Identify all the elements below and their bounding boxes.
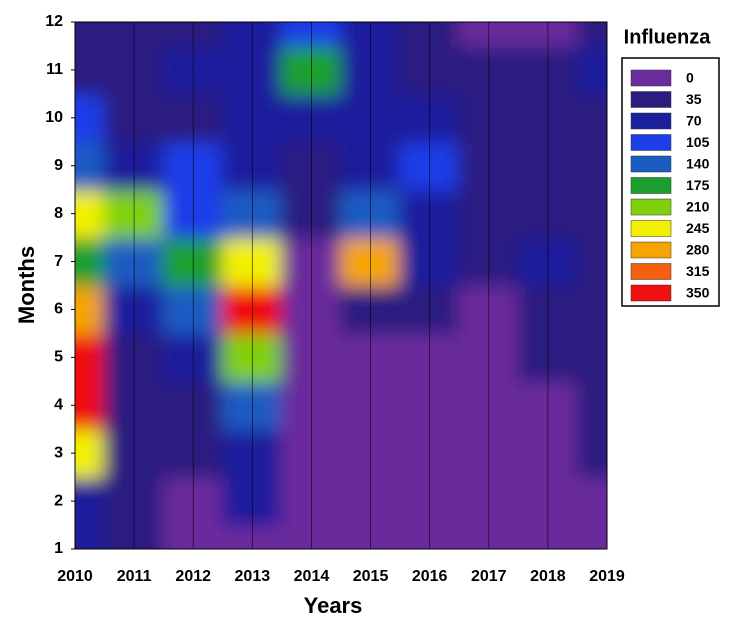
legend-label: 245 <box>686 220 710 236</box>
legend-swatch <box>630 241 672 259</box>
contour-cell <box>576 44 607 95</box>
x-tick-label: 2015 <box>353 568 389 585</box>
legend-swatch <box>630 220 672 237</box>
contour-cell <box>576 332 607 383</box>
legend-title: Influenza <box>624 26 712 48</box>
legend-swatch <box>630 69 672 87</box>
contour-cell <box>75 476 106 527</box>
legend-label: 315 <box>686 263 710 279</box>
x-tick-label: 2011 <box>117 568 152 585</box>
contour-cell <box>576 188 607 239</box>
y-tick-label: 6 <box>54 301 63 318</box>
contour-cell <box>75 236 106 287</box>
legend-label: 0 <box>686 70 694 86</box>
legend-swatch <box>630 134 672 151</box>
legend-swatch <box>630 198 672 216</box>
y-tick-label: 2 <box>54 492 63 509</box>
legend-label: 175 <box>686 177 710 193</box>
x-tick-label: 2014 <box>294 568 330 585</box>
contour-cell <box>75 44 106 95</box>
legend-label: 210 <box>686 199 710 215</box>
legend-label: 35 <box>686 91 702 107</box>
y-tick-label: 4 <box>54 396 63 413</box>
contour-cell <box>75 284 106 335</box>
contour-cell <box>576 524 607 549</box>
legend-label: 70 <box>686 113 702 129</box>
contour-field <box>75 22 607 549</box>
y-tick-label: 8 <box>54 205 63 222</box>
y-tick-label: 7 <box>54 253 63 270</box>
x-tick-label: 2013 <box>235 568 271 585</box>
x-tick-label: 2018 <box>530 568 566 585</box>
legend-swatch <box>630 263 672 280</box>
contour-cell <box>75 22 106 47</box>
legend-label: 350 <box>686 285 710 301</box>
y-axis-label: Months <box>14 246 39 324</box>
contour-cell <box>576 476 607 527</box>
legend-label: 280 <box>686 242 710 258</box>
contour-cell <box>75 188 106 239</box>
contour-cell <box>576 22 607 47</box>
x-tick-label: 2016 <box>412 568 448 585</box>
x-tick-label: 2010 <box>57 568 93 585</box>
y-tick-label: 10 <box>45 109 63 126</box>
plot-frame <box>74 21 608 550</box>
legend-swatch <box>630 177 672 194</box>
y-tick-label: 3 <box>54 444 63 461</box>
legend-swatch <box>630 155 672 173</box>
contour-cell <box>75 92 106 143</box>
x-tick-label: 2012 <box>175 568 211 585</box>
contour-cell <box>576 284 607 335</box>
contour-cells <box>75 22 607 549</box>
contour-cell <box>75 428 106 479</box>
legend-swatch <box>630 112 672 130</box>
contour-cell <box>576 140 607 191</box>
y-tick-label: 12 <box>45 13 63 30</box>
contour-cell <box>576 92 607 143</box>
y-tick-label: 1 <box>54 540 63 557</box>
x-tick-label: 2019 <box>589 568 625 585</box>
contour-cell <box>576 236 607 287</box>
x-tick-label: 2017 <box>471 568 507 585</box>
contour-cell <box>576 380 607 431</box>
legend-label: 105 <box>686 134 710 150</box>
legend-label: 140 <box>686 156 710 172</box>
contour-cell <box>75 524 106 549</box>
y-tick-label: 9 <box>54 157 63 174</box>
x-axis-label: Years <box>304 593 363 618</box>
contour-cell <box>75 380 106 431</box>
contour-cell <box>576 428 607 479</box>
legend-swatch <box>630 284 672 302</box>
y-tick-label: 5 <box>54 349 63 366</box>
y-tick-label: 11 <box>46 61 63 78</box>
legend-swatch <box>630 91 672 108</box>
contour-cell <box>75 140 106 191</box>
contour-cell <box>75 332 106 383</box>
